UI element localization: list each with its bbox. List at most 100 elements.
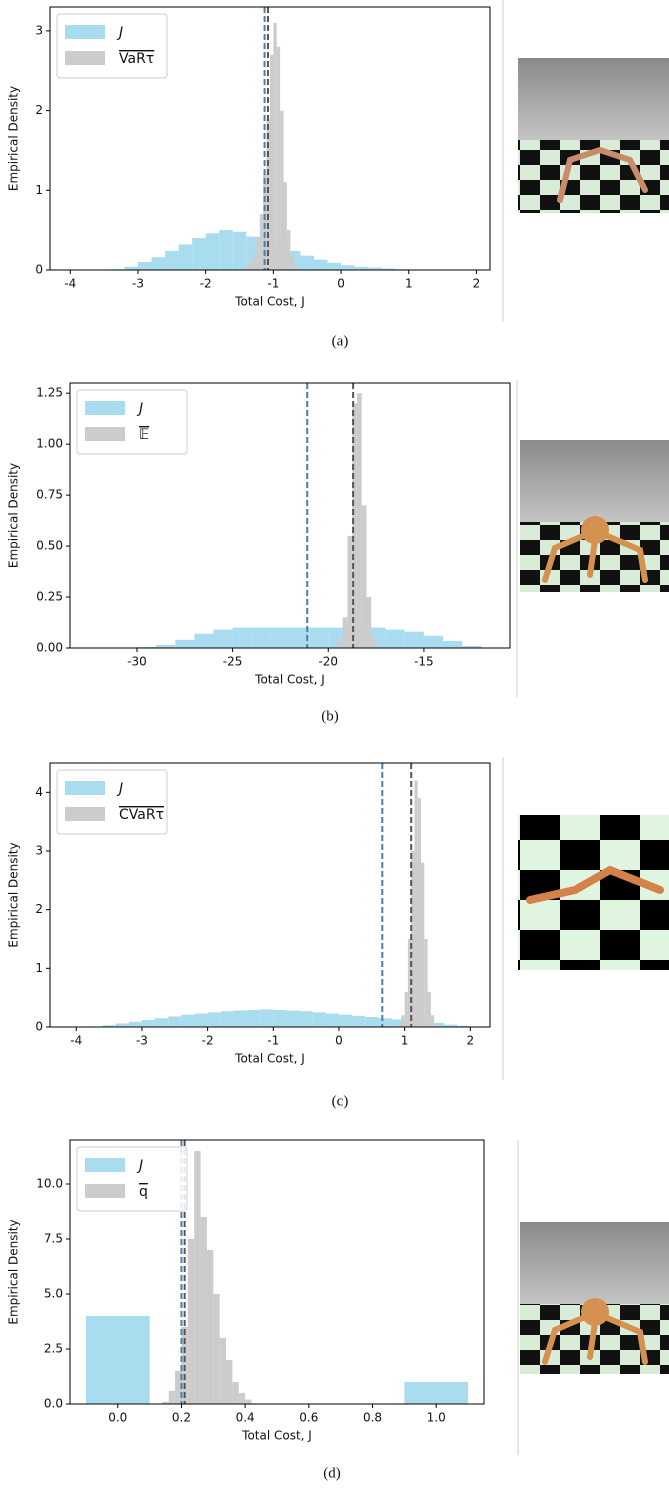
x-tick-label: -4 [64,277,76,291]
hist-bar [352,1015,366,1027]
x-tick-label: -3 [136,1034,148,1048]
hist-bar [314,259,328,270]
hist-bar [246,266,250,270]
hist-bar [391,1019,405,1027]
x-tick-label: 0.2 [172,1411,191,1425]
legend-label: J [116,781,123,797]
y-tick-label: 2.5 [44,1342,63,1356]
render-image [520,440,669,592]
hist-bar [457,1025,471,1027]
hist-bar [233,1010,248,1027]
y-tick-label: 0.00 [36,641,63,655]
hist-bar [444,1024,458,1027]
x-axis-label: Total Cost, J [234,295,305,309]
legend-label: J [116,25,123,41]
y-tick-label: 0 [35,263,43,277]
x-tick-label: 0.6 [299,1411,318,1425]
x-tick-label: -2 [202,1034,214,1048]
hist-bar [293,266,298,270]
hist-bar [175,639,195,648]
hist-bar [368,267,382,270]
x-tick-label: 2 [473,277,481,291]
hist-bar [404,1382,469,1404]
caption: (a) [332,333,349,349]
legend-label: VaRτ [119,51,154,67]
y-tick-label: 4 [35,785,43,799]
hist-bar [136,646,157,648]
hist-bar [347,535,353,648]
hist-bar [290,627,310,648]
hist-bar [290,254,294,270]
hist-bar [424,939,428,1027]
hist-bar [338,1014,353,1027]
legend-swatch [65,781,105,795]
separators [502,0,519,1455]
legend-swatch [65,51,105,65]
x-axis-label: Total Cost, J [254,673,325,687]
hist-bar [194,1013,208,1027]
caption: (b) [321,708,339,724]
hist-bar [398,1024,402,1027]
plot-frame [49,6,491,271]
hist-bar [175,1371,182,1404]
y-tick-label: 0.50 [36,539,63,553]
y-tick-label: 5.0 [44,1287,63,1301]
hist-bar [206,1250,214,1404]
hist-bar [260,1009,274,1027]
hist-bar [462,645,482,648]
hist-bar [371,637,377,648]
x-tick-label: -20 [318,655,338,669]
hist-bar [280,110,284,270]
hist-bar [168,1390,176,1404]
x-tick-label: -4 [70,1034,82,1048]
x-tick-label: 0 [335,1034,343,1048]
hist-bar [421,862,425,1027]
legend-label: J [136,401,143,417]
legend: J𝔼 [76,389,188,455]
legend-label: CVaRτ [119,807,164,823]
y-tick-label: 0.25 [36,590,63,604]
plot: -4 -3 -2 -1 0 1 2 0 1 2 3 4 Total Cost, J Empirical D… [7,762,491,1066]
hist-bar [124,266,138,270]
hist-bar [385,629,405,648]
hist-bar [366,597,372,648]
hist-bar [266,118,270,270]
hist-bar [200,1217,207,1404]
y-axis-label: Empirical Density [7,86,21,191]
legend-frame [56,13,168,79]
plot: 0.0 0.2 0.4 0.6 0.8 1.0 0.0 2.5 5.0 7.5 10.0 Total … [7,1139,485,1443]
hist-bar [259,214,264,270]
hist-bar [181,1014,195,1027]
hist-bar [443,640,463,648]
hist-bar [128,1021,142,1027]
hist-bar [325,1013,339,1027]
hist-bar [404,991,408,1027]
hist-bar [352,403,357,648]
hist-bar [300,255,314,270]
hist-bar [187,1239,195,1404]
hist-bar [238,1393,246,1404]
hist-bar [354,266,369,270]
x-tick-label: 0 [337,277,345,291]
hist-bar [427,991,431,1027]
hist-bar [256,238,260,270]
legend: J CVaRτ [56,769,168,835]
hist-bar [270,54,274,271]
x-tick-label: -30 [127,655,147,669]
caption: (d) [323,1465,341,1481]
legend-swatch [65,25,105,39]
y-tick-label: 1.00 [36,437,63,451]
render-image [518,815,669,970]
legend-swatch [85,1184,125,1198]
y-tick-label: 0.75 [36,488,63,502]
hist-bar [423,635,444,648]
legend-swatch [85,1158,125,1172]
y-tick-label: 3 [35,844,43,858]
caption: (c) [332,1093,349,1109]
hist-bar [165,250,179,270]
x-tick-label: -3 [132,277,144,291]
hist-bar [194,633,214,648]
hist-bar [249,262,254,270]
y-tick-label: 7.5 [44,1232,63,1246]
hist-bar [381,268,396,270]
